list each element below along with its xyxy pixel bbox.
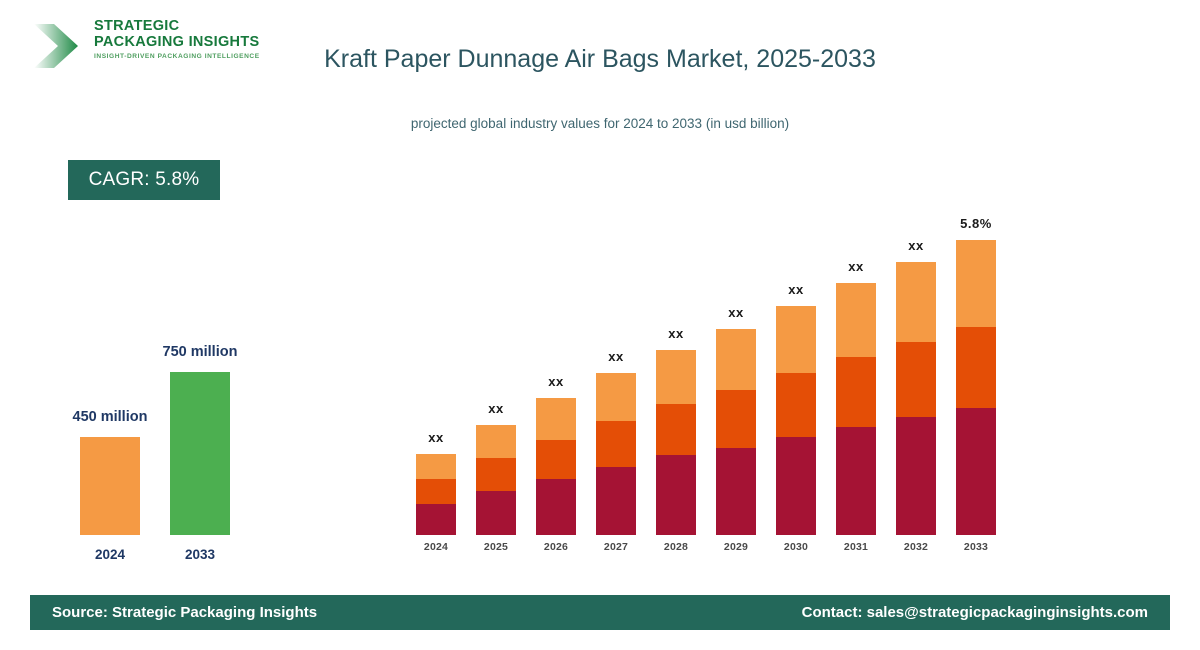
bar-segment-segment-top-2028	[656, 350, 696, 404]
stacked-bar-2031	[836, 283, 876, 535]
stacked-bar-2024	[416, 454, 456, 535]
bar-value-label-2033: 5.8%	[960, 216, 992, 231]
comparison-year-2024: 2024	[94, 547, 126, 562]
stacked-bar-2025	[476, 425, 516, 535]
bar-segment-segment-top-2027	[596, 373, 636, 421]
stacked-bar-2026	[536, 398, 576, 535]
bar-year-label-2030: 2030	[783, 541, 809, 553]
stacked-bar-2029	[716, 329, 756, 535]
bar-year-label-2028: 2028	[663, 541, 689, 553]
comparison-value-label-2024: 450 million	[72, 409, 148, 425]
bar-year-label-2029: 2029	[723, 541, 749, 553]
stacked-bar-2032	[896, 262, 936, 535]
bar-year-label-2031: 2031	[843, 541, 869, 553]
comparison-value-label-2033: 750 million	[162, 344, 238, 360]
bar-value-label-2030: xx	[788, 282, 804, 297]
stacked-bar-2028	[656, 350, 696, 535]
bar-segment-segment-top-2032	[896, 262, 936, 342]
comparison-bar-2024	[80, 437, 140, 535]
comparison-bar-2033	[170, 372, 230, 535]
footer-source: Source: Strategic Packaging Insights	[52, 604, 318, 621]
bar-segment-segment-bottom-2025	[476, 491, 516, 535]
bar-segment-segment-top-2025	[476, 425, 516, 458]
bar-value-label-2029: xx	[728, 305, 744, 320]
logo-tagline: INSIGHT-DRIVEN PACKAGING INTELLIGENCE	[94, 53, 260, 61]
bar-value-label-2026: xx	[548, 374, 564, 389]
footer-bar: Source: Strategic Packaging Insights Con…	[30, 595, 1170, 630]
comparison-year-2033: 2033	[184, 547, 216, 562]
bar-segment-segment-top-2026	[536, 398, 576, 440]
bar-year-label-2026: 2026	[543, 541, 569, 553]
bar-year-label-2025: 2025	[483, 541, 509, 553]
comparison-bar-chart: 450 million 2024 750 million 2033	[0, 0, 300, 650]
bar-segment-segment-top-2030	[776, 306, 816, 373]
stacked-bar-2030	[776, 306, 816, 535]
bar-value-label-2032: xx	[908, 238, 924, 253]
bar-segment-segment-bottom-2032	[896, 417, 936, 535]
logo-line-2: PACKAGING INSIGHTS	[94, 34, 260, 51]
bar-segment-segment-middle-2028	[656, 404, 696, 455]
bar-value-label-2027: xx	[608, 349, 624, 364]
bar-segment-segment-middle-2024	[416, 479, 456, 504]
bar-segment-segment-middle-2031	[836, 357, 876, 427]
bar-segment-segment-bottom-2024	[416, 504, 456, 535]
bar-segment-segment-middle-2033	[956, 327, 996, 408]
bar-segment-segment-middle-2025	[476, 458, 516, 491]
bar-segment-segment-bottom-2030	[776, 437, 816, 535]
cagr-badge: CAGR: 5.8%	[68, 160, 220, 200]
bar-segment-segment-bottom-2027	[596, 467, 636, 535]
brand-logo: STRATEGIC PACKAGING INSIGHTS INSIGHT-DRI…	[32, 16, 259, 76]
bar-year-label-2032: 2032	[903, 541, 929, 553]
bar-segment-segment-middle-2029	[716, 390, 756, 448]
bar-segment-segment-bottom-2029	[716, 448, 756, 535]
bar-segment-segment-top-2033	[956, 240, 996, 327]
bar-segment-segment-top-2024	[416, 454, 456, 479]
bar-segment-segment-bottom-2026	[536, 479, 576, 535]
bar-value-label-2025: xx	[488, 401, 504, 416]
bar-segment-segment-bottom-2033	[956, 408, 996, 535]
bar-value-label-2028: xx	[668, 326, 684, 341]
stacked-bar-2033	[956, 240, 996, 535]
logo-line-1: STRATEGIC	[94, 18, 180, 34]
bar-value-label-2024: xx	[428, 430, 444, 445]
stacked-bar-2027	[596, 373, 636, 535]
bar-value-label-2031: xx	[848, 259, 864, 274]
page-subtitle: projected global industry values for 202…	[410, 116, 790, 131]
bar-year-label-2027: 2027	[603, 541, 629, 553]
bar-segment-segment-middle-2026	[536, 440, 576, 479]
chevron-right-icon	[32, 20, 86, 72]
page-title: Kraft Paper Dunnage Air Bags Market, 202…	[324, 45, 876, 73]
bar-segment-segment-bottom-2028	[656, 455, 696, 535]
bar-segment-segment-bottom-2031	[836, 427, 876, 535]
bar-segment-segment-top-2031	[836, 283, 876, 357]
bar-segment-segment-top-2029	[716, 329, 756, 390]
bar-segment-segment-middle-2027	[596, 421, 636, 467]
bar-year-label-2024: 2024	[423, 541, 449, 553]
bar-year-label-2033: 2033	[963, 541, 989, 553]
footer-contact[interactable]: Contact: sales@strategicpackaginginsight…	[801, 604, 1148, 621]
bar-segment-segment-middle-2032	[896, 342, 936, 417]
bar-segment-segment-middle-2030	[776, 373, 816, 437]
